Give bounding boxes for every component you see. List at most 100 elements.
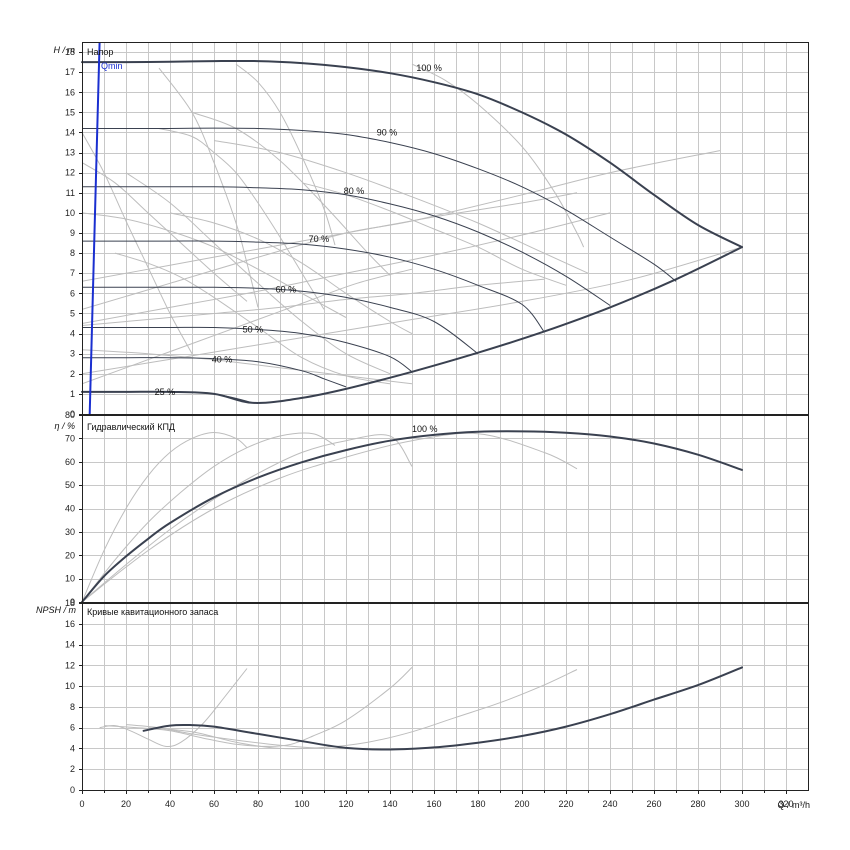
y-tick-label: 10 <box>65 574 75 584</box>
y-tick-label: 18 <box>65 598 75 608</box>
y-tick-label: 4 <box>70 329 75 339</box>
background-curve <box>235 63 336 246</box>
background-curve <box>158 67 259 308</box>
speed-label: 80 % <box>344 186 365 196</box>
panel-frame <box>82 42 809 415</box>
series-line <box>81 430 743 603</box>
x-tick-label: 40 <box>165 799 175 809</box>
grid-layer <box>82 42 808 790</box>
ylabel-npsh: NPSH / m <box>36 605 77 615</box>
background-curve <box>191 111 391 276</box>
y-tick-label: 4 <box>70 743 75 753</box>
y-tick-label: 0 <box>70 597 75 607</box>
y-tick-label: 20 <box>65 550 75 560</box>
x-tick-label: 80 <box>253 799 263 809</box>
y-tick-label: 18 <box>65 47 75 57</box>
background-curve <box>81 432 578 603</box>
y-tick-label: 1 <box>70 389 75 399</box>
series-line <box>82 286 479 355</box>
y-tick-label: 8 <box>70 248 75 258</box>
x-tick-label: 20 <box>121 799 131 809</box>
speed-label: 70 % <box>309 234 330 244</box>
background-curve <box>81 162 248 302</box>
y-tick-label: 3 <box>70 349 75 359</box>
background-curve <box>81 431 248 603</box>
panel-title-npsh: Кривые кавитационного запаса <box>87 607 218 617</box>
speed-label: 40 % <box>212 355 233 365</box>
y-tick-label: 70 <box>65 433 75 443</box>
y-tick-label: 12 <box>65 660 75 670</box>
y-tick-label: 13 <box>65 148 75 158</box>
y-tick-label: 2 <box>70 369 75 379</box>
background-curve <box>81 434 413 603</box>
y-tick-label: 7 <box>70 268 75 278</box>
background-curve <box>81 432 336 603</box>
y-tick-label: 0 <box>70 785 75 795</box>
x-tick-label: 60 <box>209 799 219 809</box>
background-curve <box>81 192 578 282</box>
background-curve <box>81 349 413 385</box>
background-curve <box>81 212 347 318</box>
background-curve <box>103 667 413 747</box>
labels-layer: Напор Qmin Гидравлический КПД Кривые кав… <box>36 45 810 810</box>
series-line <box>142 666 743 751</box>
series-line <box>81 240 545 332</box>
ylabel-efficiency: η / % <box>54 421 75 431</box>
x-tick-label: 220 <box>558 799 573 809</box>
background-curve <box>158 128 325 310</box>
background-curve <box>81 212 611 324</box>
y-tick-label: 15 <box>65 107 75 117</box>
background-curve <box>81 268 413 385</box>
background-curve <box>81 150 721 310</box>
panel-frame <box>82 603 809 791</box>
background-curve <box>81 278 545 326</box>
series-layer <box>81 41 743 751</box>
x-tick-label: 240 <box>602 799 617 809</box>
y-tick-label: 16 <box>65 87 75 97</box>
x-tick-label: 280 <box>690 799 705 809</box>
y-tick-label: 14 <box>65 640 75 650</box>
y-tick-label: 10 <box>65 681 75 691</box>
background-curve <box>169 212 413 335</box>
panel-title-efficiency: Гидравлический КПД <box>87 422 175 432</box>
y-tick-label: 5 <box>70 308 75 318</box>
speed-label: 100 % <box>416 63 442 73</box>
series-line <box>81 186 611 306</box>
y-tick-label: 14 <box>65 127 75 137</box>
qmin-line <box>88 41 101 415</box>
speed-label: 25 % <box>155 387 176 397</box>
y-tick-label: 40 <box>65 504 75 514</box>
x-tick-label: 140 <box>382 799 397 809</box>
y-tick-label: 6 <box>70 288 75 298</box>
x-tick-label: 200 <box>514 799 529 809</box>
y-tick-label: 0 <box>70 409 75 419</box>
background-curve <box>81 246 743 375</box>
series-line <box>81 246 743 404</box>
frame-layer <box>79 42 809 794</box>
xlabel: Q / m³/h <box>777 800 810 810</box>
x-tick-label: 0 <box>79 799 84 809</box>
panel-title-head: Напор <box>87 47 113 57</box>
y-tick-label: 50 <box>65 480 75 490</box>
y-tick-label: 60 <box>65 457 75 467</box>
background-curve <box>213 140 589 274</box>
series-line <box>82 326 413 373</box>
x-tick-label: 160 <box>426 799 441 809</box>
y-tick-label: 9 <box>70 228 75 238</box>
speed-label: 50 % <box>243 325 264 335</box>
x-tick-label: 100 <box>294 799 309 809</box>
background-curve <box>411 63 585 248</box>
speed-label: 60 % <box>276 284 297 294</box>
background-curve <box>147 669 578 750</box>
y-tick-label: 80 <box>65 410 75 420</box>
y-tick-label: 17 <box>65 67 75 77</box>
x-tick-label: 320 <box>778 799 793 809</box>
y-tick-label: 12 <box>65 168 75 178</box>
background-curve <box>125 172 391 375</box>
y-tick-label: 30 <box>65 527 75 537</box>
x-tick-label: 260 <box>646 799 661 809</box>
x-tick-label: 180 <box>470 799 485 809</box>
ylabel-head: H / m <box>54 45 76 55</box>
efficiency-speed-label: 100 % <box>412 424 438 434</box>
